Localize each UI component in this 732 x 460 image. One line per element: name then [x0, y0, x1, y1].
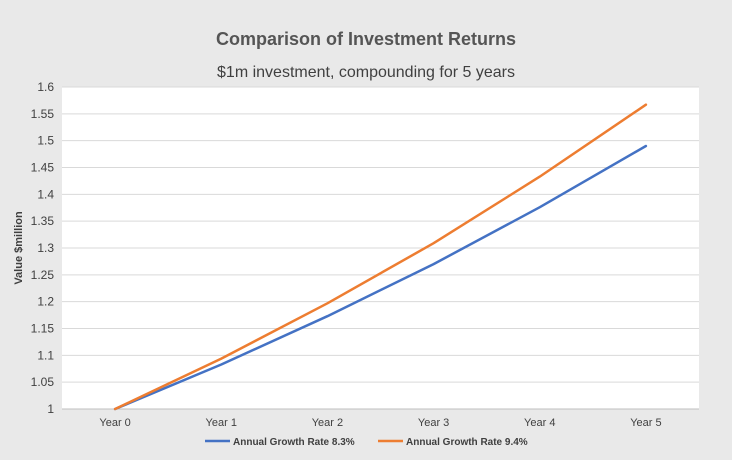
y-tick-label: 1.1 [37, 348, 54, 362]
y-axis-label: Value $million [13, 211, 25, 285]
x-tick-label: Year 0 [99, 417, 130, 429]
x-tick-label: Year 3 [418, 417, 449, 429]
chart-subtitle: $1m investment, compounding for 5 years [217, 64, 515, 81]
y-tick-label: 1.45 [31, 161, 55, 175]
y-tick-label: 1.15 [31, 322, 55, 336]
x-tick-label: Year 4 [524, 417, 555, 429]
x-tick-label: Year 2 [312, 417, 343, 429]
y-tick-label: 1 [47, 402, 54, 416]
series-line-2 [113, 103, 648, 411]
legend: Annual Growth Rate 8.3% Annual Growth Rat… [205, 437, 528, 448]
y-tick-label: 1.4 [37, 187, 54, 201]
y-tick-label: 1.05 [31, 375, 55, 389]
legend-label-2: Annual Growth Rate 9.4% [406, 437, 528, 448]
legend-label-1: Annual Growth Rate 8.3% [233, 437, 355, 448]
y-tick-label: 1.25 [31, 268, 55, 282]
series-lines [113, 103, 648, 411]
y-tick-label: 1.3 [37, 241, 54, 255]
y-tick-label: 1.35 [31, 214, 55, 228]
series-line-1 [113, 144, 648, 411]
y-tick-label: 1.5 [37, 134, 54, 148]
chart-title: Comparison of Investment Returns [216, 29, 516, 49]
y-tick-label: 1.2 [37, 295, 54, 309]
x-tick-label: Year 1 [206, 417, 237, 429]
x-axis-ticks: Year 0 Year 1 Year 2 Year 3 Year 4 Year 5 [99, 417, 661, 429]
y-tick-label: 1.6 [37, 80, 54, 94]
y-axis-ticks: 1 1.05 1.1 1.15 1.2 1.25 1.3 1.35 1.4 1.45 1.5 1.55… [31, 80, 55, 416]
y-tick-label: 1.55 [31, 107, 55, 121]
x-tick-label: Year 5 [630, 417, 661, 429]
